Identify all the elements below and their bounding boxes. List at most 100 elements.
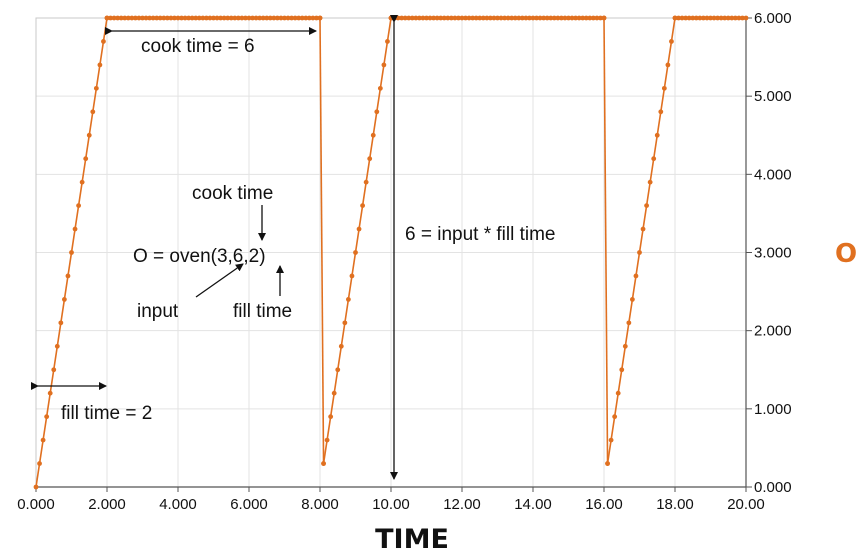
series-point <box>150 15 156 21</box>
series-point <box>225 15 231 21</box>
series-point <box>104 15 110 21</box>
series-point <box>271 15 277 21</box>
series-point <box>740 15 745 21</box>
series-point <box>338 343 344 349</box>
series-point <box>569 15 575 21</box>
series-point <box>693 15 699 21</box>
series-point <box>161 15 167 21</box>
x-tick-label: 16.00 <box>585 496 623 513</box>
series-point <box>473 15 479 21</box>
annotation-arrows <box>31 15 398 480</box>
series-point <box>122 15 128 21</box>
series-point <box>683 15 689 21</box>
series-point <box>356 226 362 232</box>
series-point <box>708 15 713 21</box>
series-point <box>246 15 252 21</box>
series-output <box>33 15 749 490</box>
series-point <box>420 15 426 21</box>
series-point <box>69 250 74 255</box>
series-point <box>654 132 660 138</box>
series-point <box>349 273 355 279</box>
x-tick-label: 8.000 <box>301 496 339 513</box>
series-point <box>377 85 383 91</box>
series-point <box>672 15 678 21</box>
x-tick-label: 18.00 <box>656 496 694 513</box>
series-point <box>633 273 639 279</box>
series-point <box>676 15 681 21</box>
x-tick-label: 20.00 <box>727 496 765 513</box>
series-point <box>108 15 113 21</box>
series-point <box>498 15 504 21</box>
series-point <box>583 15 589 21</box>
series-point <box>147 15 153 21</box>
y-tick-label: 2.000 <box>754 323 792 340</box>
series-point <box>516 15 522 21</box>
series-point <box>317 15 323 21</box>
series-point <box>360 203 365 209</box>
series-point <box>488 15 493 21</box>
series-point <box>491 15 497 21</box>
series-point <box>715 15 720 21</box>
series-point <box>282 15 287 21</box>
series-point <box>289 15 294 21</box>
series-point <box>704 15 710 21</box>
series-point <box>321 461 326 466</box>
series-point <box>718 15 724 21</box>
y-tick-label: 3.000 <box>754 245 792 262</box>
x-tick-label: 4.000 <box>159 496 197 513</box>
series-point <box>129 15 135 21</box>
series-point <box>86 132 92 138</box>
series-point <box>686 15 692 21</box>
series-point <box>257 15 263 21</box>
x-tick-label: 6.000 <box>230 496 268 513</box>
series-point <box>243 15 248 21</box>
series-point <box>470 15 476 21</box>
series-point <box>250 15 255 21</box>
series-point <box>495 15 500 21</box>
series-point <box>576 15 582 21</box>
series-point <box>690 15 696 21</box>
series-point <box>83 156 89 162</box>
series-point <box>463 15 468 21</box>
series-point <box>54 343 60 349</box>
x-tick-label: 10.00 <box>372 496 410 513</box>
series-point <box>168 15 174 21</box>
series-point <box>239 15 245 21</box>
y-axis-title: O <box>835 239 857 269</box>
series-point <box>505 15 511 21</box>
series-point <box>253 15 259 21</box>
series-point <box>548 15 554 21</box>
series-point <box>580 15 586 21</box>
series-point <box>118 15 124 21</box>
series-point <box>172 15 177 21</box>
series-point <box>402 15 408 21</box>
series-point <box>427 15 433 21</box>
series-point <box>701 15 706 21</box>
series-point <box>182 15 188 21</box>
series-point <box>729 15 735 21</box>
series-point <box>140 15 145 21</box>
series-point <box>196 15 202 21</box>
series-point <box>235 15 241 21</box>
formula-label: O = oven(3,6,2) <box>133 246 266 267</box>
series-point <box>232 15 238 21</box>
series-point <box>722 15 728 21</box>
series-point <box>637 250 642 255</box>
y-axis-ticks: 0.000 1.000 2.000 3.000 4.000 5.000 6.000 <box>746 10 792 496</box>
series-point <box>711 15 717 21</box>
series-point <box>381 62 387 68</box>
series-point <box>370 132 376 138</box>
series-point <box>619 367 625 373</box>
series-point <box>93 85 99 91</box>
series-point <box>44 414 50 420</box>
x-tick-label: 14.00 <box>514 496 552 513</box>
series-point <box>697 15 703 21</box>
series-point <box>527 15 532 21</box>
series-point <box>509 15 515 21</box>
series-point <box>679 15 685 21</box>
series-point <box>303 15 309 21</box>
series-point <box>133 15 138 21</box>
series-point <box>736 15 742 21</box>
series-point <box>292 15 298 21</box>
series-point <box>466 15 472 21</box>
